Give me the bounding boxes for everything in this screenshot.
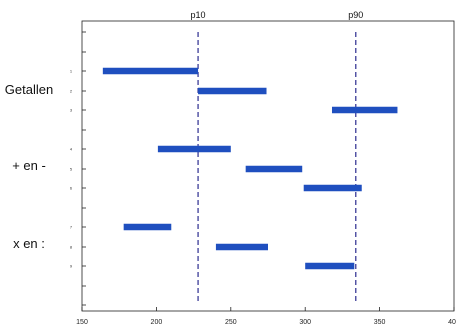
x-tick-label: 350 bbox=[374, 319, 386, 326]
range-bar-1 bbox=[102, 67, 199, 75]
range-bar-5 bbox=[245, 165, 303, 173]
range-bar-8 bbox=[215, 243, 268, 251]
row-label: 5 bbox=[70, 167, 73, 172]
range-bar-4 bbox=[157, 145, 231, 153]
row-label: 2 bbox=[70, 89, 73, 94]
row-labels: 1 2 3 4 5 6 7 8 9 bbox=[70, 69, 73, 269]
x-tick-label: 400 bbox=[448, 319, 456, 326]
row-label: 8 bbox=[70, 245, 73, 250]
x-axis-ticks: 150 200 250 300 350 400 bbox=[76, 307, 456, 326]
reference-label-p90: p90 bbox=[348, 10, 363, 20]
group-label: Getallen bbox=[5, 82, 53, 97]
row-label: 3 bbox=[70, 108, 73, 113]
row-label: 6 bbox=[70, 186, 73, 191]
row-label: 1 bbox=[70, 69, 73, 74]
x-tick-label: 300 bbox=[299, 319, 311, 326]
x-tick-label: 250 bbox=[225, 319, 237, 326]
range-bars bbox=[102, 67, 398, 270]
x-tick-label: 200 bbox=[151, 319, 163, 326]
range-bar-7 bbox=[123, 223, 172, 231]
reference-label-p10: p10 bbox=[191, 10, 206, 20]
group-labels: Getallen + en - x en : bbox=[5, 82, 53, 251]
plot-frame bbox=[81, 20, 455, 312]
x-tick-label: 150 bbox=[76, 319, 88, 326]
group-label: x en : bbox=[13, 236, 45, 251]
row-label: 9 bbox=[70, 264, 73, 269]
range-bar-6 bbox=[303, 184, 362, 192]
y-axis-ticks bbox=[82, 31, 86, 306]
reference-lines: p10 p90 bbox=[191, 10, 363, 302]
range-bar-3 bbox=[331, 106, 398, 114]
range-bar-2 bbox=[198, 87, 267, 95]
row-label: 7 bbox=[70, 225, 73, 230]
row-label: 4 bbox=[70, 147, 73, 152]
group-label: + en - bbox=[12, 158, 46, 173]
range-bar-9 bbox=[305, 262, 355, 270]
